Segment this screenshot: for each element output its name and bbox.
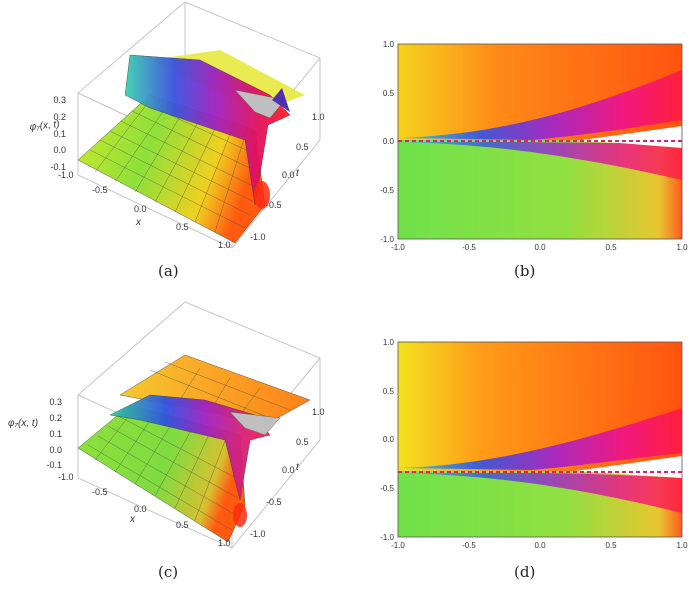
y-tick: -0.5	[380, 484, 394, 493]
panel-d: 1.0 0.5 0.0 -0.5 -1.0 -1.0 -0.5 0.0 0.5 …	[360, 328, 690, 553]
x-tick: 1.0	[676, 243, 688, 252]
x-tick: 0.5	[176, 222, 189, 232]
t-tick: 0.5	[296, 437, 309, 447]
z-tick: 0.1	[49, 429, 62, 439]
t-tick: 0.0	[282, 170, 295, 180]
phase-band-upper	[398, 408, 682, 470]
panel-b: 1.0 0.5 0.0 -0.5 -1.0 -1.0 -0.5 0.0 0.5 …	[360, 30, 690, 255]
z-tick: 0.1	[53, 129, 66, 139]
x-tick: 0.0	[534, 243, 546, 252]
phase-band-lower	[398, 142, 682, 180]
z-tick: 0.2	[49, 413, 62, 423]
surface-red-corner	[254, 181, 270, 209]
y-tick: 1.0	[383, 338, 395, 347]
t-tick: -1.0	[250, 529, 266, 539]
caption-d: (d)	[514, 563, 536, 581]
z-axis-label: φ₇(x, t)	[29, 119, 60, 133]
surface-spike	[272, 88, 290, 112]
z-tick: -0.1	[50, 162, 66, 172]
t-tick: -0.5	[266, 497, 282, 507]
t-axis: 1.0 0.5 0.0 -0.5 -1.0	[250, 407, 325, 539]
x-axis: -1.0 -0.5 0.0 0.5 1.0	[391, 541, 688, 550]
singular-gap	[575, 126, 682, 148]
x-tick: 0.0	[534, 541, 546, 550]
x-tick: -1.0	[58, 170, 74, 180]
z-axis-label: φ₇(x, t)	[8, 418, 38, 429]
x-tick: -0.5	[92, 487, 108, 497]
y-tick: 0.0	[383, 137, 395, 146]
surface-mesh	[87, 361, 291, 531]
y-tick: -0.5	[380, 186, 394, 195]
caption-a: (a)	[158, 262, 179, 280]
t-tick: -0.5	[266, 200, 282, 210]
z-tick: -0.1	[46, 460, 62, 470]
t-axis: 1.0 0.5 0.0 -0.5 -1.0	[250, 112, 325, 242]
z-tick: 0.0	[53, 145, 66, 155]
x-axis-label: x	[129, 514, 136, 525]
t-tick: 1.0	[312, 407, 325, 417]
surface-singular-wall	[109, 394, 271, 501]
phase-band-lower	[398, 473, 682, 513]
density-plot-d: 1.0 0.5 0.0 -0.5 -1.0 -1.0 -0.5 0.0 0.5 …	[380, 338, 688, 550]
x-tick: -0.5	[92, 185, 108, 195]
t-tick: 0.5	[296, 142, 309, 152]
caption-b: (b)	[514, 262, 536, 280]
t-tick: -1.0	[250, 232, 266, 242]
y-tick: -1.0	[380, 533, 394, 542]
density-plot-b: 1.0 0.5 0.0 -0.5 -1.0 -1.0 -0.5 0.0 0.5 …	[380, 40, 688, 252]
x-tick: 0.5	[605, 243, 617, 252]
y-axis: 1.0 0.5 0.0 -0.5 -1.0	[380, 40, 394, 244]
y-tick: 0.5	[383, 89, 395, 98]
t-tick: 0.0	[282, 465, 295, 475]
x-tick: 0.0	[134, 504, 147, 514]
x-tick: 1.0	[218, 240, 231, 250]
surface-gray-fold	[229, 411, 281, 436]
surface-gray-fold	[234, 89, 286, 119]
x-tick: -0.5	[462, 243, 476, 252]
z-tick: 0.0	[49, 445, 62, 455]
x-axis-label: x	[135, 217, 142, 228]
x-axis: -1.0 -0.5 0.0 0.5 1.0	[391, 243, 688, 252]
y-tick: 0.0	[383, 435, 395, 444]
x-tick: -0.5	[462, 541, 476, 550]
phase-band-upper	[398, 70, 682, 140]
z-tick: 0.3	[49, 397, 62, 407]
x-tick: 0.5	[176, 520, 189, 530]
caption-c: (c)	[158, 563, 179, 581]
x-tick: 0.5	[605, 541, 617, 550]
t-tick: 1.0	[312, 112, 325, 122]
x-tick: 1.0	[676, 541, 688, 550]
z-tick: 0.3	[53, 95, 66, 105]
x-tick: -1.0	[391, 541, 405, 550]
y-tick: -1.0	[380, 235, 394, 244]
t-axis-label: t	[296, 168, 300, 179]
x-tick: -1.0	[391, 243, 405, 252]
z-axis: 0.3 0.2 0.1 0.0 -0.1	[50, 95, 66, 172]
x-axis: -1.0 -0.5 0.0 0.5 1.0	[58, 472, 231, 548]
x-tick: -1.0	[58, 472, 74, 482]
y-tick: 0.5	[383, 387, 395, 396]
x-tick: 0.0	[134, 204, 147, 214]
x-tick: 1.0	[218, 538, 231, 548]
panel-a: 0.3 0.2 0.1 0.0 -0.1 φ₇(x, t) -1.0 -0.5 …	[0, 0, 345, 265]
surface-singular-wall	[124, 54, 291, 206]
plot-area	[397, 43, 683, 240]
surface-mesh	[89, 99, 259, 233]
x-axis: -1.0 -0.5 0.0 0.5 1.0	[58, 170, 231, 250]
z-axis: 0.3 0.2 0.1 0.0 -0.1	[46, 397, 62, 470]
z-tick: 0.2	[53, 112, 66, 122]
surface-plot-a: 0.3 0.2 0.1 0.0 -0.1 φ₇(x, t) -1.0 -0.5 …	[29, 1, 325, 250]
surface-red-corner	[233, 503, 247, 527]
surface-plot-c: 0.3 0.2 0.1 0.0 -0.1 φ₇(x, t) -1.0 -0.5 …	[8, 301, 325, 549]
y-tick: 1.0	[383, 40, 395, 49]
y-axis: 1.0 0.5 0.0 -0.5 -1.0	[380, 338, 394, 542]
panel-c: 0.3 0.2 0.1 0.0 -0.1 φ₇(x, t) -1.0 -0.5 …	[0, 300, 345, 562]
t-axis-label: t	[296, 462, 300, 473]
plot-area	[397, 341, 683, 538]
